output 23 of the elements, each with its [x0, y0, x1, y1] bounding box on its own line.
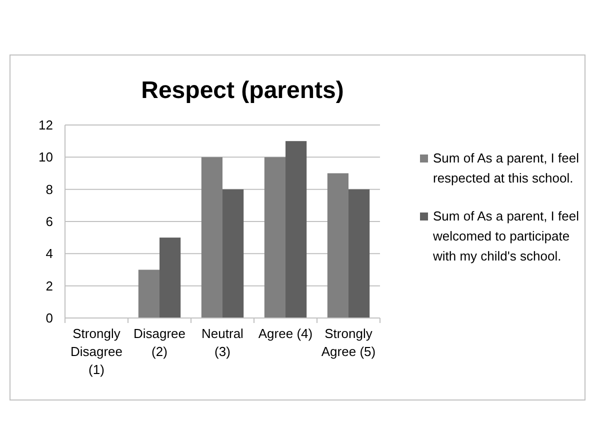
y-tick-label: 2 [46, 278, 53, 294]
x-tick-label: Neutral (3) [202, 326, 244, 359]
y-tick-label: 6 [46, 214, 53, 230]
bar [222, 189, 244, 318]
x-tick-label: Agree (4) [258, 326, 313, 341]
x-tick-label: Strongly Disagree (1) [70, 326, 123, 377]
y-tick-label: 0 [46, 310, 53, 326]
x-tick-label: Disagree (2) [133, 326, 186, 359]
y-tick-label: 4 [46, 246, 53, 262]
chart-title: Respect (parents) [141, 77, 344, 104]
bar [327, 173, 348, 318]
bar [160, 238, 181, 318]
x-tick-label: Strongly Agree (5) [321, 326, 376, 359]
bar [286, 141, 307, 318]
bar [138, 270, 160, 318]
bar [201, 157, 222, 318]
y-tick-label: 12 [38, 118, 53, 133]
y-tick-label: 8 [46, 182, 53, 197]
y-tick-label: 10 [38, 150, 53, 165]
bar [348, 189, 370, 318]
legend-label: Sum of As a parent, I feel respected at this school. [433, 150, 580, 186]
bar [264, 157, 286, 318]
legend-label: Sum of As a parent, I feel welcomed to participate with my child's school. [432, 208, 580, 264]
